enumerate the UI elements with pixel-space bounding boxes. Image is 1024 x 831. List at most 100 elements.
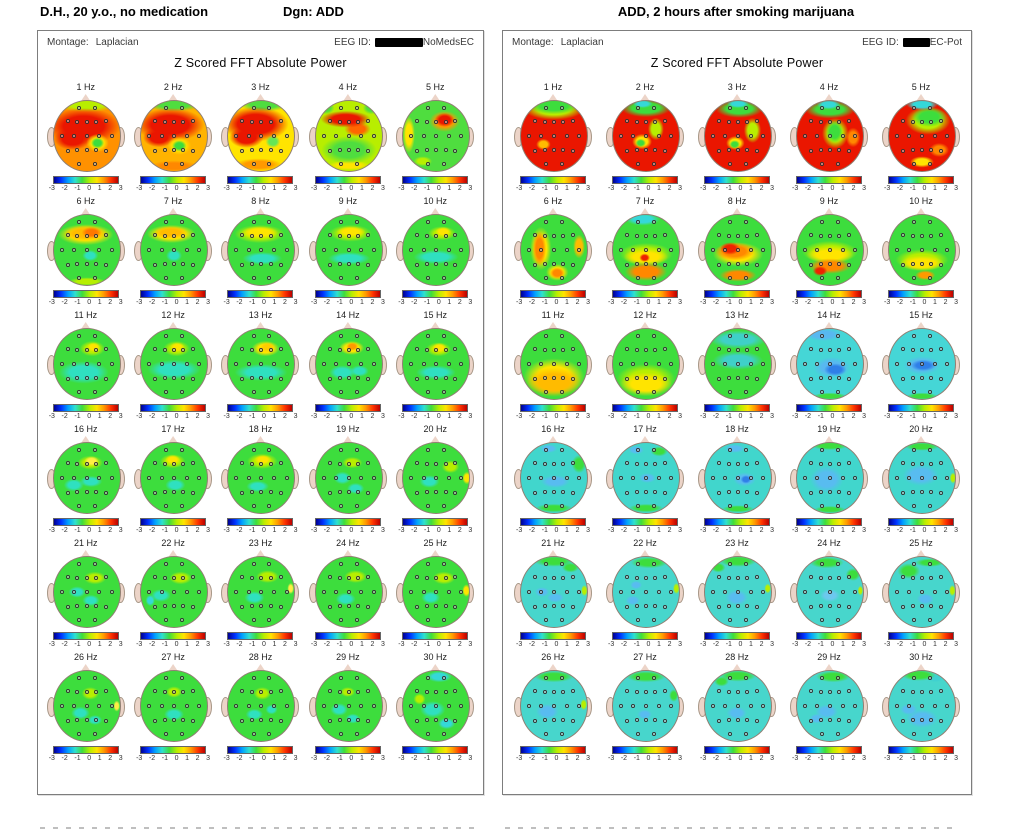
- electrode-dot: [728, 162, 733, 166]
- head-map: [220, 208, 300, 288]
- colorbar-tick-label: -1: [633, 755, 640, 762]
- head-map: [395, 208, 475, 288]
- colorbar-tick-label: 1: [749, 755, 753, 762]
- electrode-dot: [197, 134, 202, 138]
- colorbar-tick-label: 0: [554, 641, 559, 648]
- electrode-dot: [818, 376, 823, 380]
- electrode-dot: [663, 460, 668, 465]
- colorbar-tick-label: 2: [195, 641, 200, 648]
- electrode-dot: [716, 491, 721, 496]
- colorbar-tick-label: 0: [349, 413, 354, 420]
- colorbar: [888, 746, 954, 754]
- topomap-cell: 20 Hz -3 -2 -1 0 1 2 3: [875, 424, 967, 538]
- electrode-dot: [446, 590, 451, 594]
- colorbar-tick-label: 3: [954, 527, 958, 534]
- electrode-dot: [103, 377, 108, 382]
- electrode-dot: [828, 148, 832, 152]
- electrode-dot: [346, 590, 351, 594]
- colorbar-tick-label: 0: [262, 641, 266, 648]
- electrode-dot: [651, 448, 656, 452]
- electrode-dot: [634, 376, 639, 380]
- electrode-dot: [234, 476, 239, 480]
- colorbar-tick-label: 3: [206, 755, 211, 762]
- electrode-dot: [346, 348, 351, 352]
- electrode-dot: [109, 134, 114, 138]
- electrode-dot: [443, 262, 448, 266]
- electrode-dot: [743, 334, 748, 338]
- electrode-dot: [172, 348, 177, 352]
- electrode-dot: [636, 334, 641, 338]
- nose-icon: [254, 322, 267, 331]
- electrode-dot: [853, 704, 858, 708]
- electrode-dot: [728, 676, 733, 680]
- electrode-dot: [443, 604, 448, 608]
- electrode-dot: [663, 605, 668, 610]
- colorbar-ticks: -3 -2 -1 0 1 2 3: [136, 641, 210, 649]
- colorbar-tick-label: 2: [108, 185, 113, 192]
- colorbar-tick-label: 0: [436, 185, 441, 192]
- electrode-dot: [446, 476, 451, 480]
- electrode-dot: [191, 574, 196, 579]
- electrode-dot: [268, 576, 273, 580]
- electrode-dot: [425, 576, 430, 580]
- electrode-dot: [359, 134, 364, 138]
- colorbar-tick-label: -3: [516, 413, 523, 420]
- colorbar: [520, 176, 586, 184]
- head-map: [395, 550, 475, 630]
- colorbar-tick-label: -2: [148, 185, 156, 192]
- electrode-dot: [835, 276, 840, 280]
- electrode-dot: [634, 348, 639, 352]
- colorbar-tick-label: -2: [323, 413, 330, 420]
- colorbar-tick-label: -2: [804, 527, 812, 534]
- electrode-dot: [359, 476, 364, 480]
- electrode-dot: [653, 576, 658, 580]
- electrode-dot: [278, 118, 283, 123]
- electrode-dot: [939, 719, 944, 724]
- electrode-dot: [624, 149, 629, 154]
- topomap-cell: 5 Hz -3 -2 -1 0 1 2 3: [875, 82, 967, 196]
- freq-label: 1 Hz: [543, 82, 563, 92]
- electrode-dot: [945, 590, 950, 594]
- electrode-dot: [425, 604, 430, 608]
- colorbar-tick-label: 3: [380, 413, 385, 420]
- colorbar-tick-label: 1: [185, 641, 190, 648]
- colorbar-tick-label: 1: [565, 413, 569, 420]
- electrode-dot: [910, 148, 915, 152]
- colorbar-tick-label: 2: [575, 755, 580, 762]
- freq-label: 11 Hz: [541, 310, 565, 320]
- electrode-dot: [745, 690, 750, 694]
- colorbar-tick-label: 1: [933, 755, 937, 762]
- colorbar-tick-label: 2: [759, 755, 764, 762]
- colorbar-tick-label: 0: [262, 299, 266, 306]
- nose-icon: [639, 94, 651, 103]
- electrode-dot: [434, 248, 439, 252]
- head-map: [220, 94, 300, 174]
- colorbar-tick-label: -1: [249, 641, 256, 648]
- colorbar-tick-label: 3: [293, 527, 298, 534]
- colorbar-tick-label: 0: [87, 185, 92, 192]
- electrode-dot: [631, 476, 636, 480]
- scalp-topography: [227, 556, 296, 628]
- electrode-dot: [808, 149, 813, 154]
- scalp-topography: [140, 442, 209, 514]
- colorbar-tick-label: -3: [884, 299, 891, 306]
- colorbar-tick-label: -2: [620, 185, 628, 192]
- electrode-dot: [184, 476, 189, 480]
- electrode-dot: [356, 348, 361, 352]
- electrode-dot: [267, 334, 272, 338]
- electrode-dot: [272, 590, 277, 594]
- topomap-cell: 17 Hz -3 -2 -1 0 1 2 3: [129, 424, 216, 538]
- electrode-dot: [84, 690, 89, 694]
- electrode-dot: [84, 234, 89, 238]
- electrode-dot: [808, 377, 813, 382]
- electrode-dot: [663, 377, 668, 382]
- electrode-dot: [259, 134, 264, 138]
- electrode-dot: [618, 704, 623, 708]
- electrode-dot: [250, 262, 255, 266]
- scalp-topography: [612, 100, 680, 172]
- colorbar: [888, 518, 954, 526]
- electrode-dot: [93, 262, 98, 266]
- nose-icon: [547, 208, 559, 217]
- electrode-dot: [544, 448, 549, 452]
- electrode-dot: [945, 134, 950, 138]
